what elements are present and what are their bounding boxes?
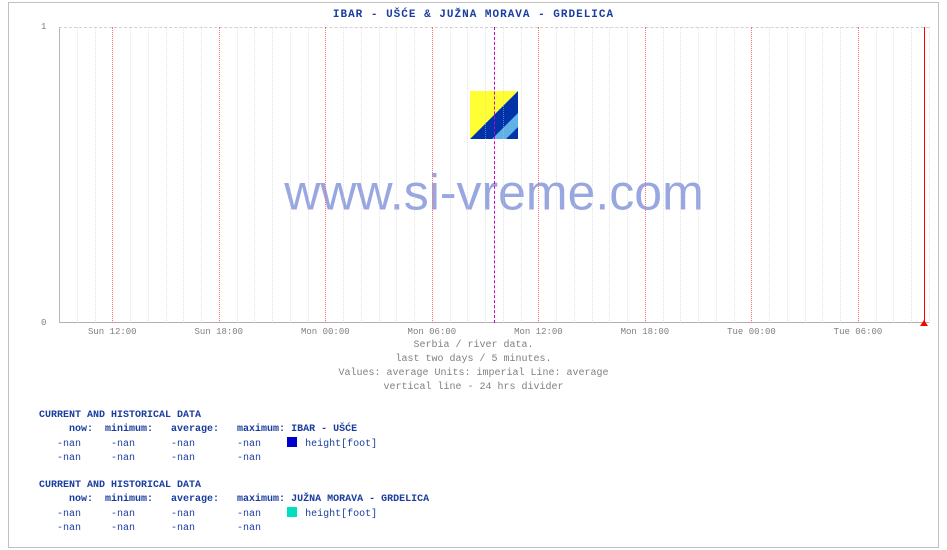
gridline-minor	[148, 27, 149, 323]
subtitle-line: vertical line - 24 hrs divider	[9, 381, 938, 395]
table-header: CURRENT AND HISTORICAL DATA	[39, 409, 377, 423]
xtick-label: Mon 06:00	[408, 327, 457, 337]
xtick-label: Mon 18:00	[621, 327, 670, 337]
gridline-minor	[876, 27, 877, 323]
xtick-label: Sun 12:00	[88, 327, 137, 337]
gridline-minor	[95, 27, 96, 323]
chart-title: IBAR - UŠĆE & JUŽNA MORAVA - GRDELICA	[9, 9, 938, 21]
gridline-minor	[556, 27, 557, 323]
xtick-label: Mon 00:00	[301, 327, 350, 337]
table-row-heads: now: minimum: average: maximum: IBAR - U…	[39, 423, 377, 437]
gridline-major	[645, 27, 646, 323]
gridline-minor	[609, 27, 610, 323]
values-row: -nan -nan -nan -nan	[39, 439, 261, 450]
subtitle-line: Serbia / river data.	[9, 339, 938, 353]
gridline-minor	[237, 27, 238, 323]
gridline-minor	[396, 27, 397, 323]
gridline-minor	[379, 27, 380, 323]
table-row: -nan -nan -nan -nan	[39, 452, 377, 466]
gridline-minor	[893, 27, 894, 323]
gridline-minor	[574, 27, 575, 323]
metric-label: height[foot]	[305, 439, 377, 450]
now-line	[924, 27, 925, 323]
xtick-label: Mon 12:00	[514, 327, 563, 337]
data-table-1: CURRENT AND HISTORICAL DATA now: minimum…	[39, 409, 377, 466]
series-name: JUŽNA MORAVA - GRDELICA	[291, 494, 429, 505]
gridline-minor	[787, 27, 788, 323]
gridline-minor	[290, 27, 291, 323]
gridline-minor	[503, 27, 504, 323]
gridline-major	[432, 27, 433, 323]
col-headers: now: minimum: average: maximum:	[39, 494, 285, 505]
gridline-minor	[521, 27, 522, 323]
gridline-minor	[698, 27, 699, 323]
divider-24h-line	[494, 27, 495, 323]
gridline-major	[538, 27, 539, 323]
gridline-minor	[840, 27, 841, 323]
values-row: -nan -nan -nan -nan	[39, 509, 261, 520]
gridline-minor	[663, 27, 664, 323]
metric-label: height[foot]	[305, 509, 377, 520]
gridline-major	[858, 27, 859, 323]
gridline-minor	[911, 27, 912, 323]
table-row: -nan -nan -nan -nan height[foot]	[39, 507, 429, 522]
xtick-label: Tue 06:00	[834, 327, 883, 337]
series-swatch-icon	[287, 437, 297, 447]
gridline-minor	[343, 27, 344, 323]
gridline-minor	[272, 27, 273, 323]
chart-subtitle: Serbia / river data. last two days / 5 m…	[9, 339, 938, 395]
now-arrow-icon	[920, 320, 928, 326]
gridline-minor	[361, 27, 362, 323]
gridline-major	[325, 27, 326, 323]
table-row-heads: now: minimum: average: maximum: JUŽNA MO…	[39, 493, 429, 507]
gridline-minor	[183, 27, 184, 323]
gridline-minor	[254, 27, 255, 323]
gridline-minor	[769, 27, 770, 323]
gridline-major	[112, 27, 113, 323]
table-row: -nan -nan -nan -nan height[foot]	[39, 437, 377, 452]
series-swatch-icon	[287, 507, 297, 517]
source-link-rotated[interactable]: www.si-vreme.com	[0, 233, 1, 327]
series-name: IBAR - UŠĆE	[291, 424, 357, 435]
gridline-minor	[414, 27, 415, 323]
gridline-minor	[627, 27, 628, 323]
plot-area: www.si-vreme.com 01Sun 12:00Sun 18:00Mon…	[59, 27, 929, 323]
gridline-minor	[805, 27, 806, 323]
gridline-major	[751, 27, 752, 323]
gridline-minor	[467, 27, 468, 323]
col-headers: now: minimum: average: maximum:	[39, 424, 285, 435]
subtitle-line: Values: average Units: imperial Line: av…	[9, 367, 938, 381]
gridline-minor	[130, 27, 131, 323]
gridline-major	[219, 27, 220, 323]
table-header: CURRENT AND HISTORICAL DATA	[39, 479, 429, 493]
table-row: -nan -nan -nan -nan	[39, 522, 429, 536]
gridline-minor	[734, 27, 735, 323]
gridline-minor	[59, 27, 60, 323]
gridline-minor	[450, 27, 451, 323]
chart-frame: www.si-vreme.com IBAR - UŠĆE & JUŽNA MOR…	[8, 2, 939, 548]
ytick-label: 0	[41, 318, 46, 328]
xtick-label: Sun 18:00	[194, 327, 243, 337]
xtick-label: Tue 00:00	[727, 327, 776, 337]
gridline-minor	[77, 27, 78, 323]
gridline-minor	[308, 27, 309, 323]
gridline-minor	[716, 27, 717, 323]
gridline-minor	[680, 27, 681, 323]
subtitle-line: last two days / 5 minutes.	[9, 353, 938, 367]
gridline-minor	[822, 27, 823, 323]
gridline-minor	[201, 27, 202, 323]
gridline-minor	[592, 27, 593, 323]
data-table-2: CURRENT AND HISTORICAL DATA now: minimum…	[39, 479, 429, 536]
gridline-minor	[485, 27, 486, 323]
gridline-minor	[166, 27, 167, 323]
gridline-minor	[929, 27, 930, 323]
ytick-label: 1	[41, 22, 46, 32]
